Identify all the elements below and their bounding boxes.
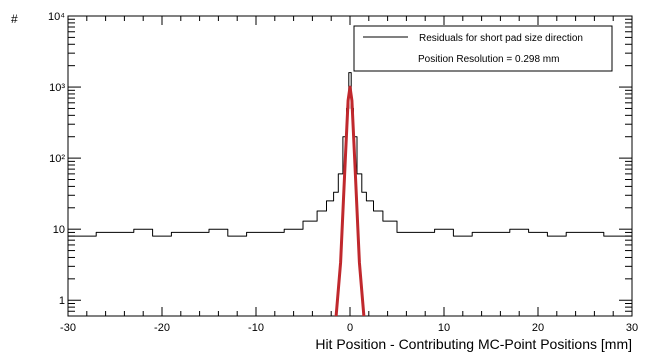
x-axis-label: Hit Position - Contributing MC-Point Pos… xyxy=(315,336,632,352)
x-tick-label: -20 xyxy=(154,322,170,334)
x-tick-label: 10 xyxy=(438,322,450,334)
gaussian-fit-line xyxy=(334,85,366,316)
x-tick-label: 20 xyxy=(532,322,544,334)
residuals-histogram-line xyxy=(68,72,632,237)
y-tick-label: 10⁴ xyxy=(48,11,65,23)
x-tick-label: 30 xyxy=(626,322,638,334)
legend-entry: Residuals for short pad size direction xyxy=(419,33,583,44)
series-group xyxy=(68,72,632,316)
legend-box xyxy=(353,25,613,72)
y-axis-label: # xyxy=(11,12,18,26)
y-tick-label: 1 xyxy=(59,295,65,307)
y-tick-label: 10 xyxy=(53,224,65,236)
axis-ticks xyxy=(67,15,633,317)
y-tick-label: 10³ xyxy=(49,82,65,94)
y-tick-labels: 1 10 10² 10³ 10⁴ xyxy=(48,11,65,307)
x-tick-label: -10 xyxy=(248,322,264,334)
x-tick-label: -30 xyxy=(60,322,76,334)
y-tick-label: 10² xyxy=(49,153,65,165)
legend-resolution-note: Position Resolution = 0.298 mm xyxy=(418,54,559,65)
legend: Residuals for short pad size direction P… xyxy=(353,25,613,72)
x-tick-labels: -30 -20 -10 0 10 20 30 xyxy=(60,322,638,334)
x-tick-label: 0 xyxy=(347,322,353,334)
